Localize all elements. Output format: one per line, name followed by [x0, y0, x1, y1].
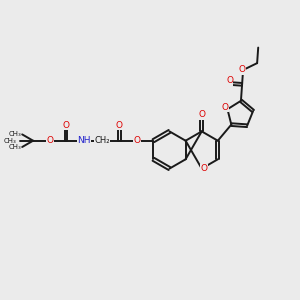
Text: O: O [116, 121, 123, 130]
Text: NH: NH [77, 136, 91, 145]
Text: O: O [63, 121, 70, 130]
Text: CH₃: CH₃ [8, 131, 21, 137]
Text: O: O [222, 103, 229, 112]
Text: O: O [226, 76, 233, 85]
Text: O: O [134, 136, 140, 145]
Text: O: O [46, 136, 53, 145]
Text: CH₃: CH₃ [4, 138, 16, 144]
Text: O: O [198, 110, 205, 119]
Text: O: O [238, 65, 245, 74]
Text: O: O [201, 164, 208, 173]
Text: CH₂: CH₂ [94, 136, 110, 145]
Text: CH₃: CH₃ [8, 144, 21, 150]
